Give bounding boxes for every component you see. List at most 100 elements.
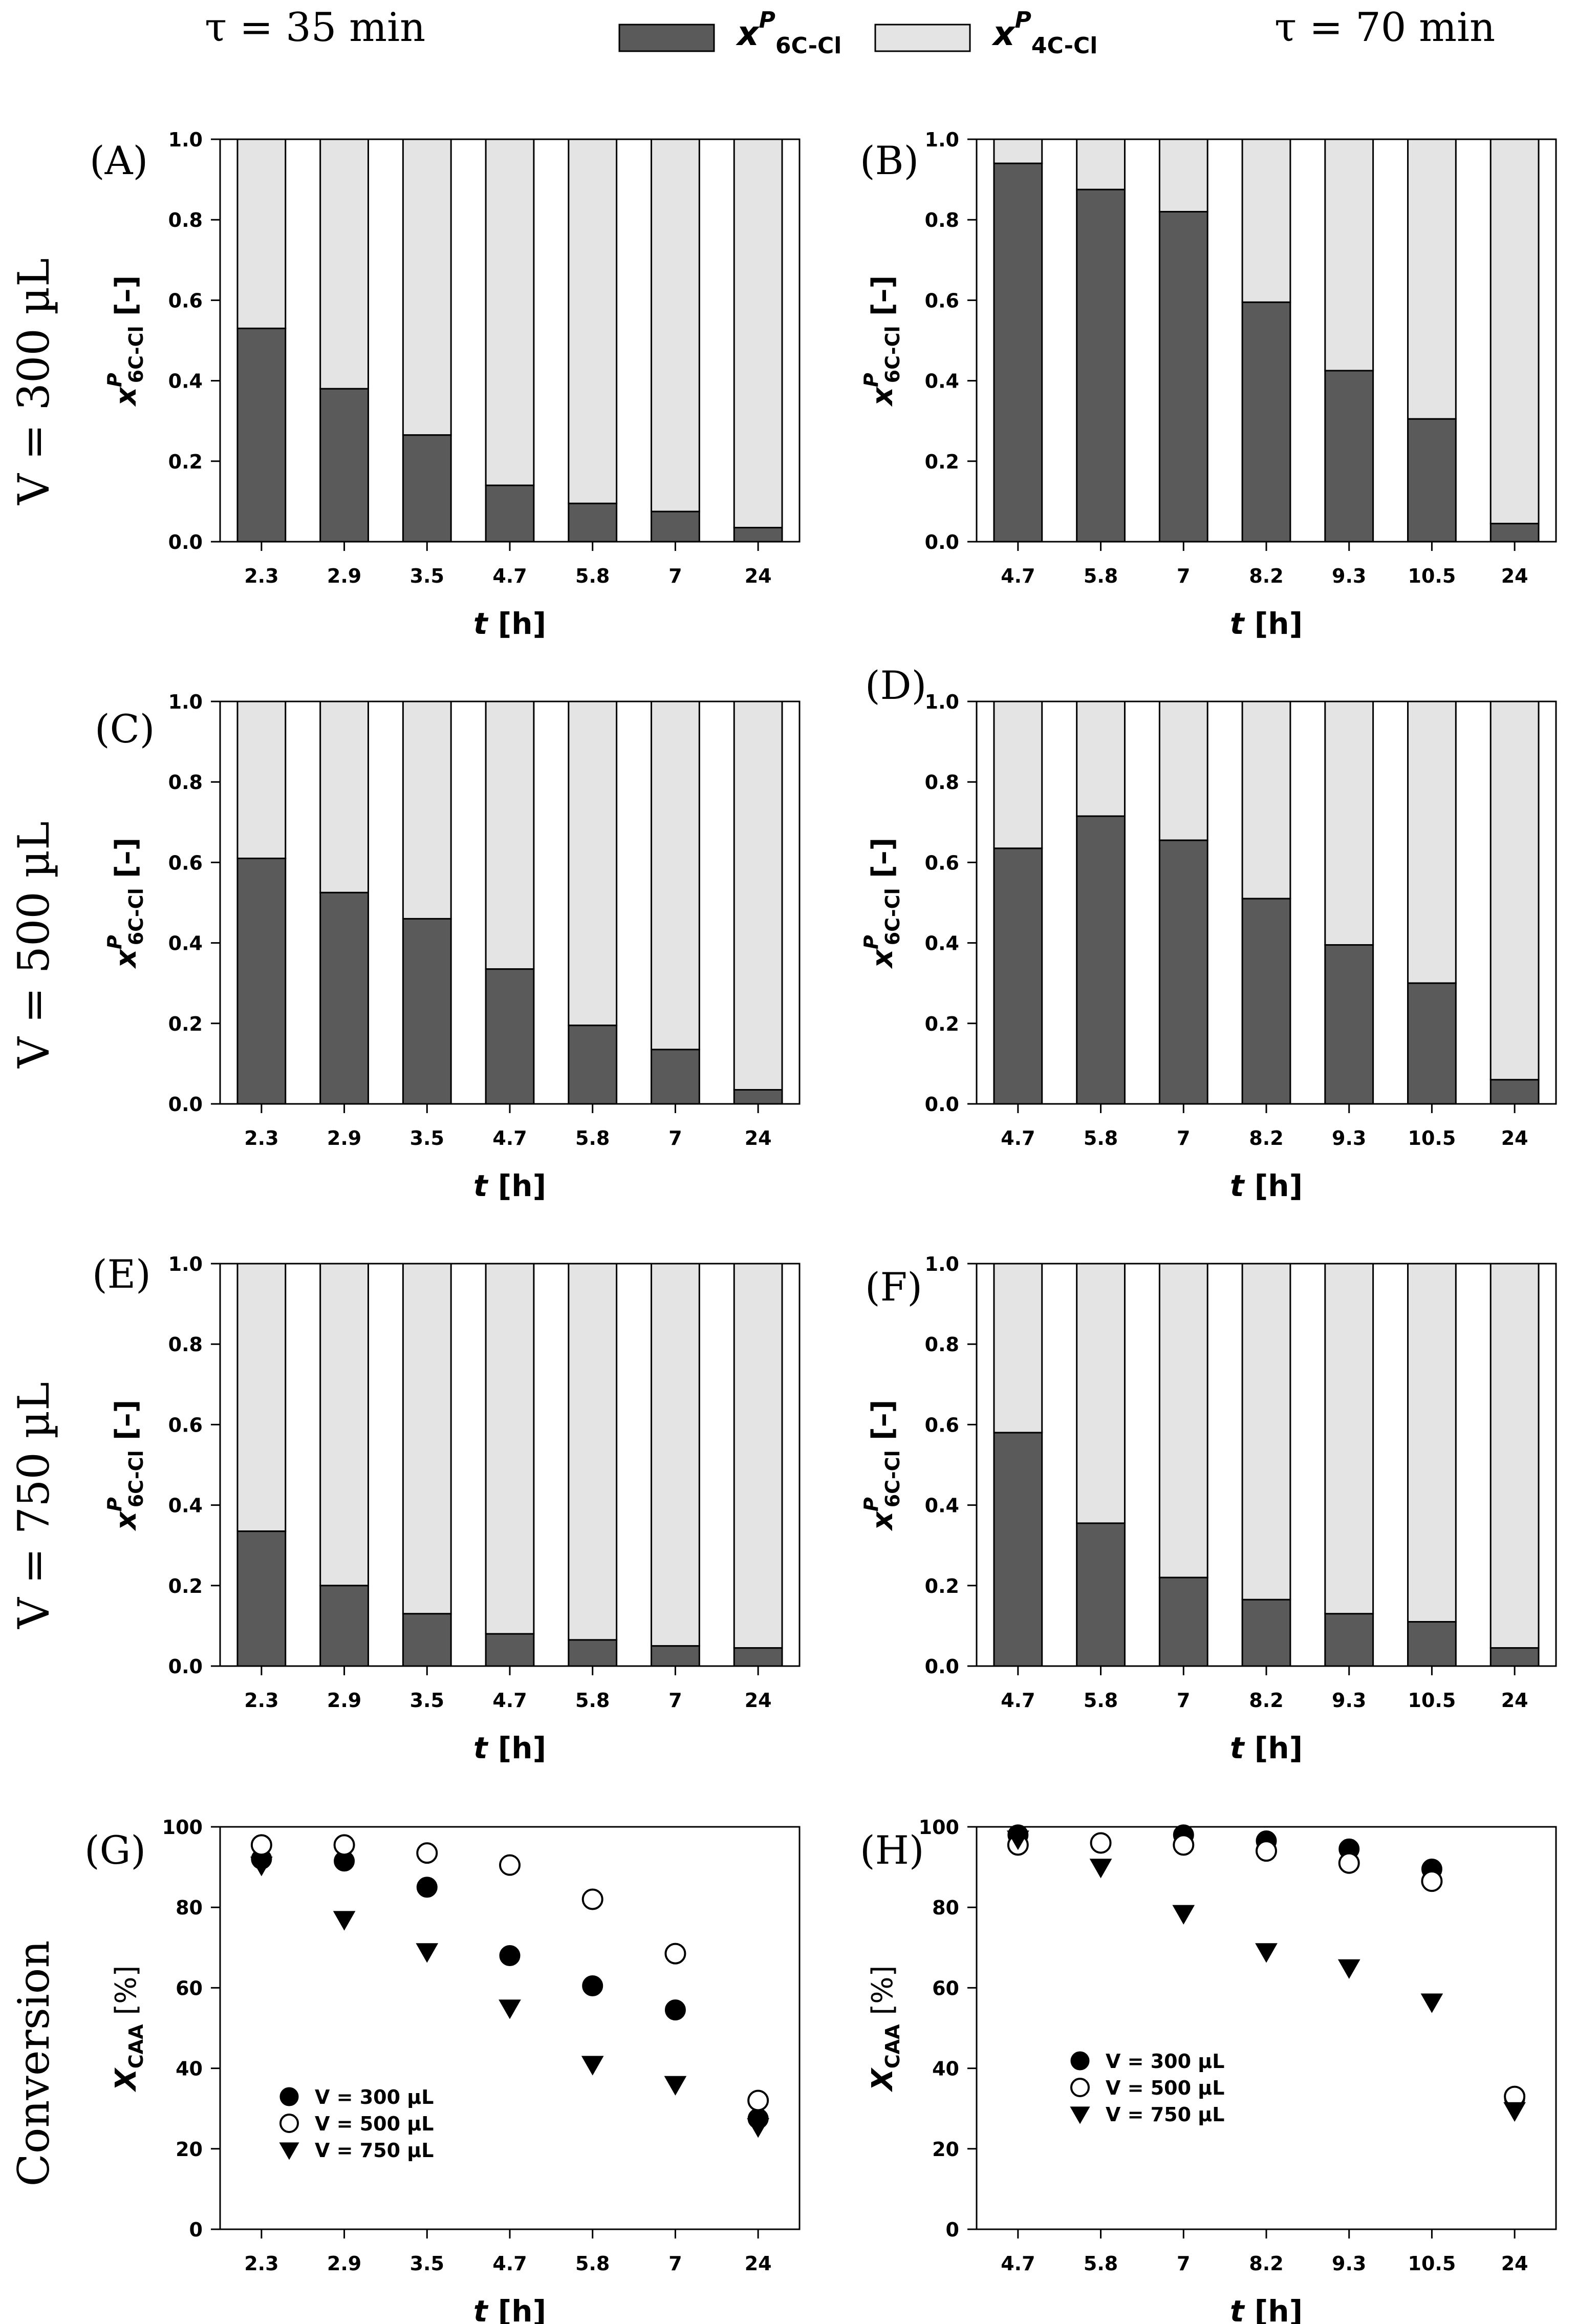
y-axis-var: x (110, 1510, 143, 1531)
legend-label: V = 500 µL (315, 2113, 434, 2135)
y-axis-unit: [–] (110, 275, 143, 326)
y-axis-sup: P (860, 373, 882, 387)
bar-6c-segment (1324, 944, 1374, 1105)
point-open-circle (1090, 1832, 1112, 1854)
y-tick-label: 0.6 (168, 289, 203, 312)
bar-4c-segment (1489, 138, 1540, 525)
legend-label-6c: xP6C-Cl (736, 7, 841, 59)
x-axis-var: t (473, 1731, 489, 1765)
x-axis-unit: [h] (488, 1168, 547, 1203)
y-axis-unit: [–] (866, 838, 899, 888)
y-axis-sub: 6C-Cl (881, 326, 904, 383)
y-axis-sup: P (103, 1497, 126, 1511)
bar-4c-segment (1407, 1263, 1457, 1623)
panel-label: (D) (865, 663, 926, 708)
y-tick-label: 1.0 (168, 1253, 203, 1275)
y-axis-sub: 6C-Cl (125, 326, 147, 383)
bar-6c-segment (1324, 1613, 1374, 1667)
x-tick-label: 5.8 (1084, 1127, 1118, 1149)
x-tick-label: 7 (1177, 1689, 1190, 1712)
point-filled-triangle-down (1089, 1859, 1112, 1879)
y-tick-label: 0.0 (168, 531, 203, 553)
y-tick-label: 1.0 (925, 129, 959, 151)
legend-label: V = 750 µL (315, 2139, 434, 2162)
y-axis-title: xP6C-Cl [–] (860, 1400, 904, 1532)
y-axis-var: x (110, 386, 143, 407)
x-tick-label: 7 (668, 2252, 682, 2275)
row-label-conversion: Conversion (9, 1941, 59, 2187)
y-axis-sub: CAA (125, 2024, 147, 2069)
bar-6c-segment (651, 1645, 700, 1667)
panel-g: (G) 0 20 40 60 80 100 2.3 2.9 3.5 4.7 5.8 7 24 t [h] XC… (84, 1816, 801, 2324)
y-axis-var: x (866, 1510, 899, 1531)
point-open-circle (664, 1943, 686, 1965)
bar-6c-segment (993, 1432, 1043, 1667)
y-tick-label: 0.6 (168, 851, 203, 874)
y-tick-label: 0.0 (925, 531, 959, 553)
point-filled-triangle-down (1337, 1959, 1360, 1979)
bar-6c-segment (1324, 370, 1374, 543)
x-axis-unit: [h] (1244, 1731, 1303, 1765)
bar-4c-segment (1158, 138, 1208, 212)
point-filled-circle (664, 1999, 686, 2021)
point-filled-triangle-down (664, 2076, 687, 2096)
point-filled-triangle-down (1420, 1993, 1443, 2013)
bar-4c-segment (236, 138, 287, 329)
x-tick-label: 7 (668, 1127, 682, 1149)
bar-6c-segment (319, 388, 369, 543)
tau-right-label: τ = 70 min (1274, 5, 1495, 51)
bar-4c-segment (1241, 700, 1291, 900)
panel-label: (A) (90, 138, 148, 183)
point-filled-triangle-down (499, 1999, 521, 2019)
y-tick-label: 0.0 (925, 1093, 959, 1116)
bar-4c-segment (1407, 138, 1457, 420)
y-axis-title: xP6C-Cl [–] (860, 838, 904, 970)
x-tick-label: 2.3 (244, 2252, 278, 2275)
y-tick-label: 0.0 (168, 1655, 203, 1678)
bar-6c-segment (402, 918, 452, 1105)
y-axis-var: X (866, 2067, 899, 2092)
x-tick-label: 4.7 (1001, 1689, 1035, 1712)
y-tick-label: 0.4 (925, 1495, 959, 1517)
panel-label: (C) (95, 706, 155, 752)
point-filled-circle (582, 1975, 603, 1996)
panel-d: (D) 0.0 0.2 0.4 0.6 0.8 1.0 4.7 5.8 7 8.2 9.3 10.5 24… (860, 663, 1557, 1203)
bar-6c-segment (568, 502, 618, 543)
x-tick-label: 8.2 (1249, 1689, 1283, 1712)
x-tick-label: 7 (1177, 1127, 1190, 1149)
panel-label: (F) (865, 1264, 922, 1310)
x-tick-label: 4.7 (1001, 2252, 1035, 2275)
legend-marker (1070, 2051, 1090, 2071)
x-tick-label: 3.5 (410, 1689, 444, 1712)
y-tick-label: 0.8 (168, 209, 203, 231)
bar-6c-segment (485, 484, 535, 543)
bar-4c-segment (485, 1263, 535, 1635)
x-axis-title: t [h] (473, 606, 546, 641)
bar-4c-segment (402, 700, 452, 920)
bar-4c-segment (1241, 1263, 1291, 1601)
bar-4c-segment (402, 138, 452, 436)
point-open-circle (333, 1834, 355, 1856)
x-tick-label: 7 (1177, 565, 1190, 587)
legend-4c-sup: P (1015, 7, 1031, 33)
plot-frame (219, 1826, 801, 2230)
y-axis-title: xP6C-Cl [–] (103, 838, 147, 970)
bar-6c-segment (1076, 188, 1126, 543)
x-tick-label: 5.8 (575, 1127, 610, 1149)
x-axis-unit: [h] (1244, 2294, 1303, 2324)
header: τ = 35 min τ = 70 min xP6C-Cl xP4C-Cl (205, 5, 1495, 59)
x-tick-label: 24 (745, 2252, 772, 2275)
point-filled-triangle-down (416, 1943, 439, 1963)
y-tick-label: 0.0 (168, 1093, 203, 1116)
x-tick-label: 4.7 (1001, 1127, 1035, 1149)
row-labels: V = 300 µL V = 500 µL V = 750 µL Convers… (9, 258, 59, 2186)
bar-4c-segment (651, 700, 700, 1051)
bar-6c-segment (1076, 1522, 1126, 1667)
y-tick-label: 0.2 (168, 1013, 203, 1035)
bar-4c-segment (1076, 1263, 1126, 1524)
y-axis-var: X (110, 2067, 143, 2092)
y-tick-label: 0.2 (925, 451, 959, 473)
legend-marker (1070, 2106, 1090, 2124)
panel-h: (H) 0 20 40 60 80 100 4.7 5.8 7 8.2 9.3 10.5 24 t [h] X… (860, 1816, 1557, 2324)
y-tick-label: 100 (162, 1816, 203, 1839)
